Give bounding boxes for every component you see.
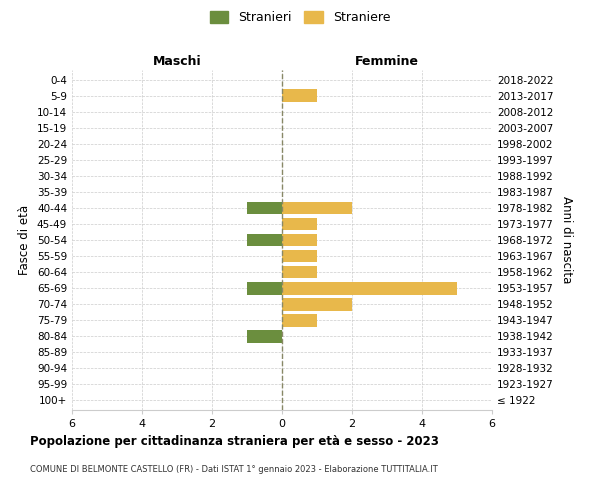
Text: Maschi: Maschi (152, 56, 202, 68)
Bar (247, 282, 282, 294)
Bar (282, 314, 317, 326)
Bar (282, 234, 317, 246)
Bar (282, 202, 352, 214)
Bar (247, 202, 282, 214)
Bar (282, 298, 352, 310)
Y-axis label: Anni di nascita: Anni di nascita (560, 196, 573, 284)
Text: Popolazione per cittadinanza straniera per età e sesso - 2023: Popolazione per cittadinanza straniera p… (30, 435, 439, 448)
Bar (282, 282, 457, 294)
Legend: Stranieri, Straniere: Stranieri, Straniere (209, 11, 391, 24)
Bar (247, 330, 282, 342)
Bar (282, 266, 317, 278)
Text: COMUNE DI BELMONTE CASTELLO (FR) - Dati ISTAT 1° gennaio 2023 - Elaborazione TUT: COMUNE DI BELMONTE CASTELLO (FR) - Dati … (30, 465, 438, 474)
Bar (247, 234, 282, 246)
Bar (282, 250, 317, 262)
Text: Femmine: Femmine (355, 56, 419, 68)
Bar (282, 89, 317, 102)
Y-axis label: Fasce di età: Fasce di età (19, 205, 31, 275)
Bar (282, 218, 317, 230)
